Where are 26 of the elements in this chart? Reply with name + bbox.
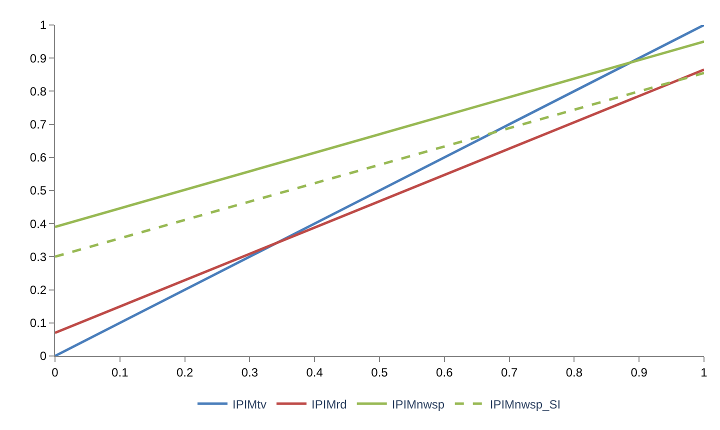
- x-tick-label: 0.9: [630, 365, 648, 380]
- legend-label: IPIMnwsp_SI: [490, 397, 561, 412]
- y-tick-label: 1: [40, 18, 47, 32]
- x-tick-label: 0.8: [566, 365, 583, 380]
- x-tick-label: 0.3: [241, 365, 258, 380]
- y-tick-label: 0.6: [30, 150, 47, 165]
- legend-label: IPIMnwsp: [392, 397, 445, 412]
- y-tick-label: 0.1: [30, 316, 47, 330]
- x-tick-label: 0.7: [500, 365, 518, 380]
- x-tick-label: 0.2: [176, 365, 194, 380]
- y-tick-label: 0.9: [30, 51, 47, 66]
- y-tick-label: 0.4: [30, 216, 47, 231]
- x-tick-label: 0.1: [112, 365, 129, 380]
- x-tick-label: 0.5: [371, 365, 388, 380]
- y-tick-label: 0.8: [30, 84, 47, 98]
- x-tick-label: 0.6: [436, 365, 454, 380]
- y-tick-label: 0.3: [30, 250, 47, 264]
- x-tick-label: 0: [52, 365, 59, 380]
- legend-label: IPIMrd: [312, 397, 347, 412]
- y-tick-label: 0.5: [30, 184, 47, 198]
- x-tick-label: 0.4: [306, 365, 324, 380]
- y-tick-label: 0.7: [30, 118, 47, 132]
- y-tick-label: 0.2: [30, 283, 47, 297]
- y-tick-label: 0: [40, 349, 47, 364]
- x-tick-label: 1: [700, 365, 708, 380]
- legend-label: IPIMtv: [232, 397, 267, 412]
